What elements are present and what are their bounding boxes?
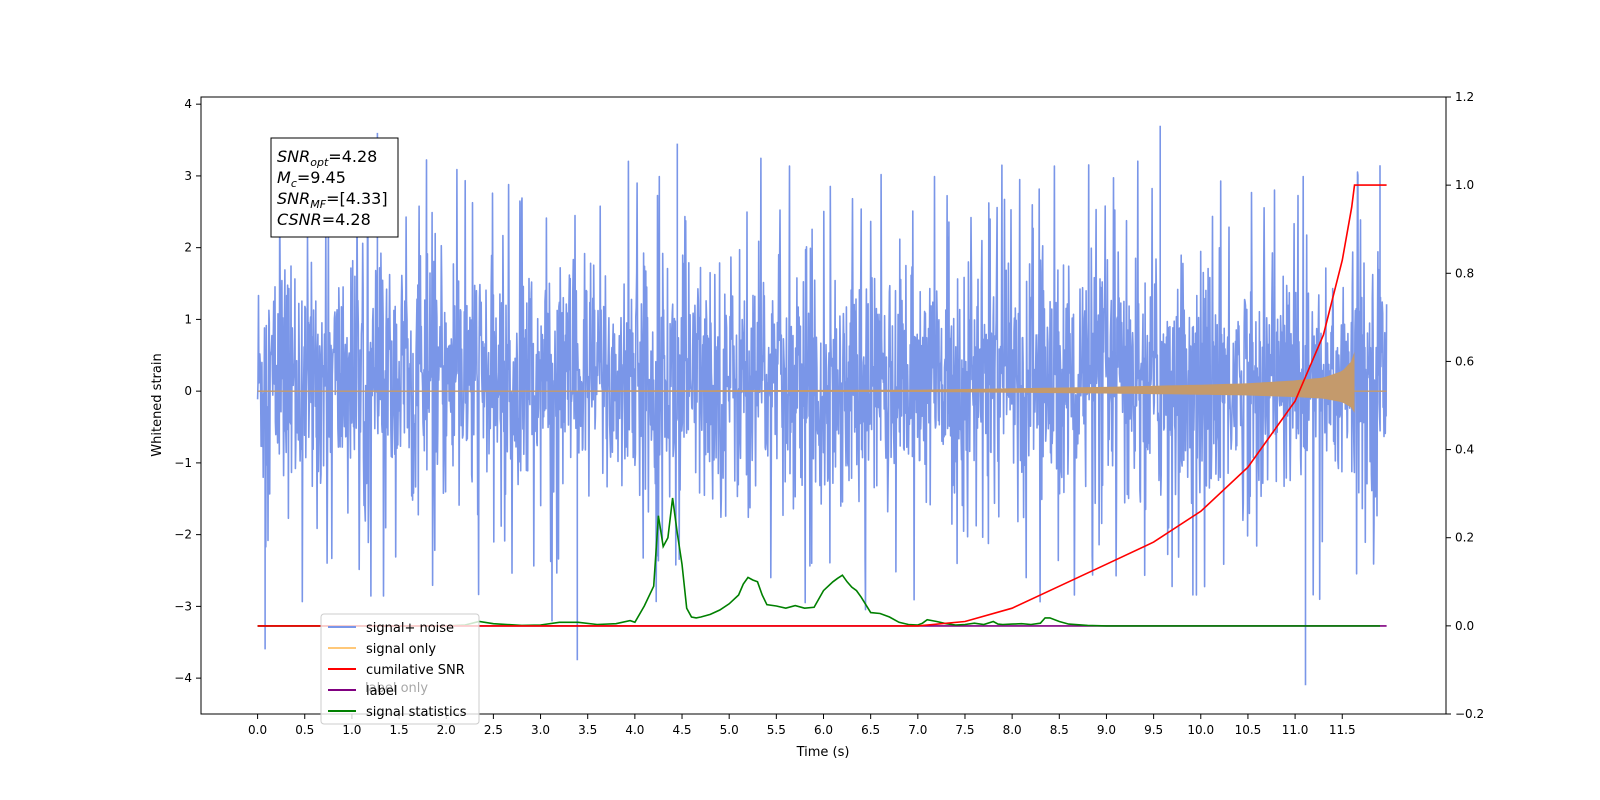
annotation-symbol: SNR — [277, 189, 310, 208]
y-axis-title: Whitened strain — [150, 353, 165, 456]
legend-label: signal+ noise — [366, 621, 454, 636]
y2-tick-label: 1.0 — [1455, 178, 1474, 192]
series-signal-only-fill — [257, 351, 1355, 424]
x-tick-label: 7.0 — [908, 723, 927, 737]
x-axis-title: Time (s) — [796, 745, 850, 760]
legend-label: signal only — [366, 642, 436, 657]
x-tick-label: 4.0 — [625, 723, 644, 737]
legend-label: signal statistics — [366, 705, 467, 720]
legend: label only signal+ noise signal only cumil… — [320, 613, 480, 725]
annotation-line: CSNR=4.28 — [277, 210, 371, 229]
legend-label: cumilative SNR — [366, 663, 465, 678]
annotation-frame — [270, 137, 399, 238]
legend-frame — [320, 613, 480, 725]
x-tick-label: 10.0 — [1187, 723, 1214, 737]
x-tick-label: 1.5 — [390, 723, 409, 737]
annotation-subscript: MF — [310, 198, 326, 211]
x-tick-label: 7.5 — [955, 723, 974, 737]
x-tick-label: 4.5 — [672, 723, 691, 737]
y2-tick-label: 0.4 — [1455, 443, 1474, 457]
series-signal-statistics-line — [257, 497, 1380, 627]
y-axis-left: 4 3 2 1 0 −1 −2 −3 −4 — [174, 97, 201, 685]
series-cumulative-snr-line — [257, 184, 1387, 627]
legend-label: label — [366, 684, 397, 699]
x-tick-label: 0.0 — [248, 723, 267, 737]
x-axis: 0.0 0.5 1.0 1.5 2.0 2.5 3.0 3.5 4.0 4.5 5.0 5.5 6.0 6… — [248, 714, 1356, 737]
annotation-subscript: c — [291, 177, 297, 190]
x-tick-label: 6.5 — [861, 723, 880, 737]
x-tick-label: 3.5 — [578, 723, 597, 737]
annotation-symbol: SNR — [277, 147, 310, 166]
annotation-value: =[4.33] — [326, 189, 388, 208]
y-tick-label: −1 — [174, 456, 192, 470]
annotation-value: =9.45 — [297, 168, 346, 187]
x-tick-label: 10.5 — [1235, 723, 1262, 737]
x-tick-label: 11.5 — [1329, 723, 1356, 737]
x-tick-label: 8.0 — [1003, 723, 1022, 737]
x-tick-label: 9.0 — [1097, 723, 1116, 737]
annotation-value: =4.28 — [322, 210, 371, 229]
y-axis-right: 1.2 1.0 0.8 0.6 0.4 0.2 0.0 −0.2 — [1446, 90, 1484, 721]
annotation-line: SNRopt=4.28 — [277, 147, 377, 169]
annotation-value: =4.28 — [328, 147, 377, 166]
annotation-line: Mc=9.45 — [277, 168, 346, 190]
x-tick-label: 1.0 — [342, 723, 361, 737]
y-tick-label: 0 — [184, 384, 192, 398]
annotation-symbol: M — [277, 168, 291, 187]
x-tick-label: 5.5 — [767, 723, 786, 737]
y2-tick-label: 0.6 — [1455, 354, 1474, 368]
x-tick-label: 11.0 — [1282, 723, 1309, 737]
x-tick-label: 0.5 — [295, 723, 314, 737]
y-tick-label: 4 — [184, 97, 192, 111]
series-signal-plus-noise-line — [256, 125, 1388, 686]
y-tick-label: 3 — [184, 169, 192, 183]
x-tick-label: 2.0 — [437, 723, 456, 737]
legend-ghost-text: label only — [365, 681, 428, 696]
x-tick-label: 5.0 — [720, 723, 739, 737]
y-tick-label: 1 — [184, 312, 192, 326]
y2-tick-label: −0.2 — [1455, 707, 1484, 721]
y-tick-label: 2 — [184, 241, 192, 255]
x-tick-label: 9.5 — [1144, 723, 1163, 737]
y2-tick-label: 0.8 — [1455, 266, 1474, 280]
plot-area — [256, 125, 1388, 686]
annotation-subscript: opt — [310, 156, 329, 169]
y-tick-label: −2 — [174, 528, 192, 542]
y2-tick-label: 1.2 — [1455, 90, 1474, 104]
y2-tick-label: 0.0 — [1455, 619, 1474, 633]
x-tick-label: 6.0 — [814, 723, 833, 737]
x-tick-label: 2.5 — [484, 723, 503, 737]
x-tick-label: 3.0 — [531, 723, 550, 737]
y2-tick-label: 0.2 — [1455, 531, 1474, 545]
annotation-symbol: CSNR — [277, 210, 322, 229]
annotation-line: SNRMF=[4.33] — [277, 189, 388, 211]
y-tick-label: −3 — [174, 599, 192, 613]
x-tick-label: 8.5 — [1050, 723, 1069, 737]
y-tick-label: −4 — [174, 671, 192, 685]
